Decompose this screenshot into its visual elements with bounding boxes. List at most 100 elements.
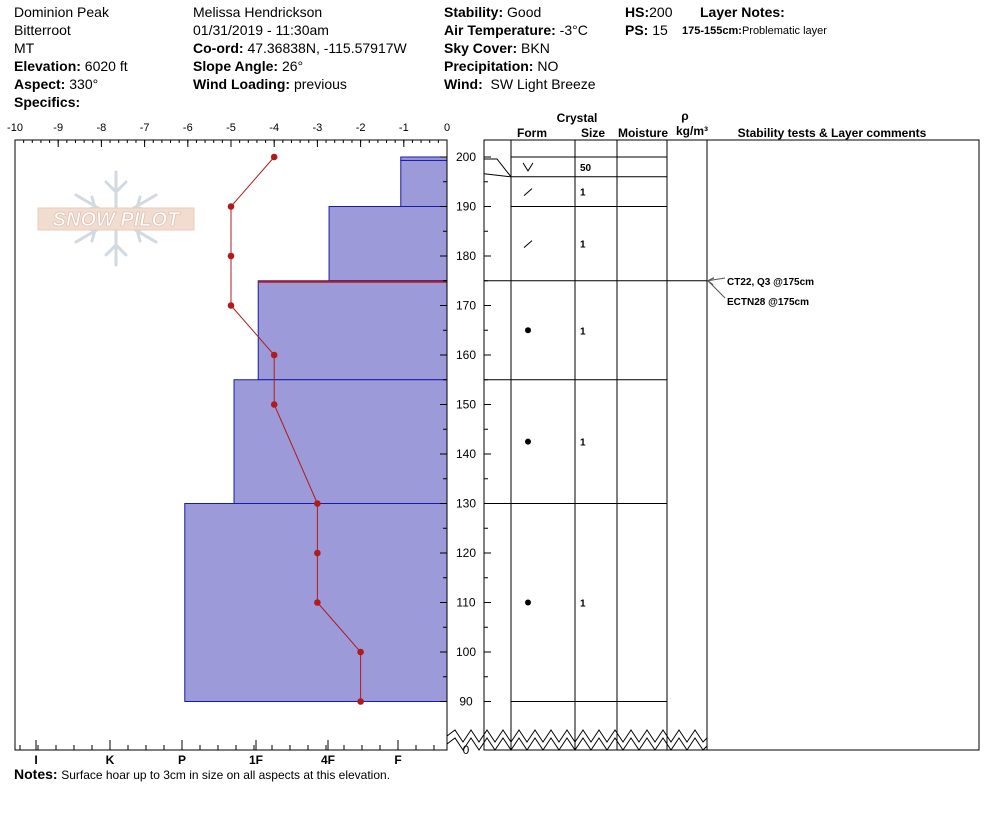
density-unit-header: kg/m³ xyxy=(676,124,708,138)
hardness-tick-label: K xyxy=(106,753,115,767)
temp-tick-label: 0 xyxy=(444,122,450,134)
hardness-tick-label: 4F xyxy=(321,753,335,767)
sky-value: BKN xyxy=(521,40,550,56)
temp-tick-label: -5 xyxy=(226,122,236,134)
temp-tick-label: -7 xyxy=(140,122,150,134)
temperature-point xyxy=(314,599,321,606)
rounded-grain-icon xyxy=(525,438,531,445)
crystal-size: 50 xyxy=(580,163,592,174)
wind-value: SW Light Breeze xyxy=(490,76,596,92)
notes-label: Notes: xyxy=(14,766,58,782)
temperature-point xyxy=(270,153,278,161)
state: MT xyxy=(14,40,35,56)
crystal-size: 1 xyxy=(580,188,586,199)
crystal-size: 1 xyxy=(580,599,586,610)
hardness-bar xyxy=(400,156,448,161)
temp-tick-label: -6 xyxy=(183,122,193,134)
sky-row: Sky Cover: BKN xyxy=(444,39,596,57)
temperature-point xyxy=(357,698,364,705)
header-col-2: Melissa Hendrickson 01/31/2019 - 11:30am… xyxy=(193,3,407,93)
height-tick-label: 120 xyxy=(456,546,476,560)
notes: Notes: Surface hoar up to 3cm in size on… xyxy=(14,766,390,782)
surface-connector xyxy=(484,158,512,178)
ps-row: PS: 15 xyxy=(625,21,672,39)
temperature-point xyxy=(227,302,235,309)
height-tick-label: 140 xyxy=(456,447,476,461)
specifics-row: Specifics: xyxy=(14,93,128,111)
layer-notes-row: Layer Notes: xyxy=(700,3,785,21)
sky-label: Sky Cover: xyxy=(444,40,518,56)
hardness-bar xyxy=(257,280,448,381)
hardness-bar xyxy=(400,159,448,207)
facet-slash-icon xyxy=(523,188,533,197)
ps-value: 15 xyxy=(652,22,668,38)
specifics-label: Specifics: xyxy=(14,94,81,110)
temp-tick-label: -3 xyxy=(313,122,323,134)
height-tick-label: 100 xyxy=(456,645,476,659)
wind-row: Wind: SW Light Breeze xyxy=(444,75,596,93)
hardness-tick-label: 1F xyxy=(249,753,263,767)
temp-tick-label: -4 xyxy=(269,122,279,134)
stability-tests-header: Stability tests & Layer comments xyxy=(738,126,927,140)
layer-note-range: 175-155cm: xyxy=(682,25,742,37)
stability-label: Stability: xyxy=(444,4,504,20)
crystal-layer-rows: 50 1 1 1 1 1 xyxy=(483,156,707,702)
crystal-size: 1 xyxy=(580,240,586,251)
air-temp-row: Air Temperature: -3°C xyxy=(444,21,596,39)
temperature-point xyxy=(357,648,364,656)
hardness-layers xyxy=(184,156,448,702)
slope-label: Slope Angle: xyxy=(193,58,279,74)
temperature-point xyxy=(227,252,235,260)
height-tick-label: 170 xyxy=(456,299,476,313)
height-tick-label: 130 xyxy=(456,497,476,511)
stability-row: Stability: Good xyxy=(444,3,596,21)
stability-value: Good xyxy=(507,4,542,20)
temp-tick-label: -1 xyxy=(399,122,409,134)
crystal-size: 1 xyxy=(580,326,586,337)
crystal-size: 1 xyxy=(580,438,586,449)
aspect-label: Aspect: xyxy=(14,76,66,92)
rounded-grain-icon xyxy=(525,327,531,334)
notes-text: Surface hoar up to 3cm in size on all as… xyxy=(61,768,391,782)
temperature-point xyxy=(227,203,235,210)
mountain-range: Bitterroot xyxy=(14,22,71,38)
slope-row: Slope Angle: 26° xyxy=(193,57,407,75)
wind-label: Wind: xyxy=(444,76,483,92)
height-axis: 200 190 180 170 160 150 140 130 120 110 100 90 0 xyxy=(440,150,491,757)
temperature-profile xyxy=(227,153,364,705)
header-col-5: Layer Notes: xyxy=(700,3,785,21)
stability-tests: CT22, Q3 @175cm ECTN28 @175cm xyxy=(707,277,814,308)
precip-label: Precipitation: xyxy=(444,58,534,74)
axis-break-zigzag xyxy=(446,729,708,751)
crystal-header: Crystal xyxy=(557,111,598,125)
watermark-text: SNOW PILOT xyxy=(53,209,181,231)
facet-slash-icon xyxy=(523,240,533,249)
hs-row: HS:200 xyxy=(625,3,672,21)
stability-test-label: ECTN28 @175cm xyxy=(727,297,809,308)
slope-value: 26° xyxy=(281,58,304,74)
form-header: Form xyxy=(517,126,547,140)
height-tick-label: 190 xyxy=(456,200,476,214)
snowpilot-watermark: SNOW PILOT xyxy=(37,170,195,267)
elevation-row: Elevation: 6020 ft xyxy=(14,57,128,75)
header-col-1: Dominion Peak Bitterroot MT Elevation: 6… xyxy=(14,3,128,111)
right-table-frame xyxy=(483,139,980,751)
observer-name: Melissa Hendrickson xyxy=(193,4,323,20)
hardness-axis: I K P 1F 4F F xyxy=(19,740,435,767)
aspect-value: 330° xyxy=(69,76,99,92)
height-tick-label: 150 xyxy=(456,398,476,412)
temp-tick-label: -2 xyxy=(356,122,366,134)
stability-test-pointer xyxy=(707,277,726,282)
hardness-tick-label: I xyxy=(34,753,37,767)
hardness-tick-label: F xyxy=(394,753,401,767)
surface-connector xyxy=(483,173,512,178)
temperature-axis: -10 -9 -8 -7 -6 -5 -4 -3 -2 -1 0 xyxy=(7,122,450,147)
elevation-value: 6020 ft xyxy=(84,58,128,74)
precip-value: NO xyxy=(537,58,559,74)
hardness-bar xyxy=(328,206,448,282)
wind-loading-value: previous xyxy=(293,76,347,92)
coord-row: Co-ord: 47.36838N, -115.57917W xyxy=(193,39,407,57)
location-name: Dominion Peak xyxy=(14,4,109,20)
temp-tick-label: -10 xyxy=(7,122,23,134)
